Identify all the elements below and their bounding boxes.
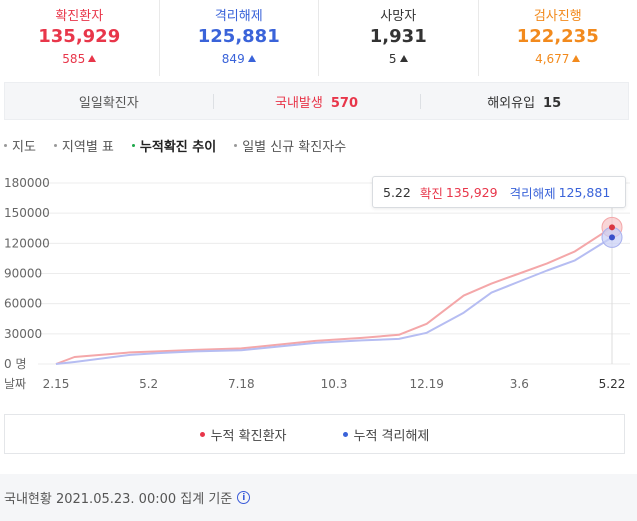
x-tick-label: 2.15 [43,377,70,391]
bullet-icon [53,143,57,147]
tab-label: 지도 [12,139,36,155]
confirmed-end-point [609,224,615,231]
confirmed-line [55,226,613,365]
tab-region-table[interactable]: 지역별 표 [53,135,114,155]
cumulative-trend-chart: 180000 150000 120000 90000 60000 30000 0 명날짜 2.… [4,176,630,391]
released-line [55,236,613,365]
legend-released[interactable]: 누적 격리해제 [342,425,430,444]
legend-dot-icon [199,431,205,437]
tab-map[interactable]: 지도 [4,135,36,155]
view-tabs: 지도 지역별 표 누적확진 추이 일별 신규 확진자수 [4,135,364,155]
stat-deaths: 사망자 1,931 5 [319,0,479,76]
stat-value: 1,931 [369,26,427,47]
stat-value: 125,881 [197,26,280,47]
bullet-icon [4,143,7,147]
chart-legend: 누적 확진환자 누적 격리해제 [4,414,625,454]
legend-dot-icon [342,431,348,437]
tooltip-confirmed-value: 135,929 [445,184,498,200]
stat-label: 격리해제 [214,9,263,24]
daily-domestic-label: 국내발생 [275,95,323,111]
daily-domestic: 국내발생 570 [212,92,421,111]
stat-value: 122,235 [516,26,599,47]
stat-testing: 검사진행 122,235 4,677 [479,0,637,76]
y-tick-label: 90000 [4,267,42,281]
x-tick-label: 10.3 [321,377,348,391]
x-tick-label: 12.19 [409,377,443,391]
tab-daily-new[interactable]: 일별 신규 확진자수 [234,135,346,155]
legend-confirmed[interactable]: 누적 확진환자 [199,425,287,444]
stats-summary: 확진환자 135,929 585 격리해제 125,881 849 사망자 1,… [0,0,637,76]
y-tick-label: 180000 [4,176,50,190]
stat-label: 검사진행 [533,9,582,24]
stat-delta: 5 [319,52,478,66]
daily-confirmed-bar: 일일확진자 국내발생 570 해외유입 15 [4,82,629,120]
x-tick-label: 5.22 [599,377,626,391]
tab-cumulative-trend[interactable]: 누적확진 추이 [131,135,217,155]
daily-domestic-value: 570 [330,95,358,111]
stat-delta-value: 4,677 [535,52,570,66]
tab-label: 지역별 표 [61,139,114,155]
y-tick-label: 60000 [4,297,42,311]
tab-label: 일별 신규 확진자수 [242,139,347,155]
stat-label: 확진환자 [55,9,104,24]
x-tick-label: 7.18 [228,377,255,391]
daily-overseas-value: 15 [543,95,562,111]
bullet-icon [131,143,135,147]
up-arrow-icon [88,55,97,62]
stat-value: 135,929 [38,26,121,47]
y-tick-label: 30000 [4,327,42,341]
legend-label: 누적 격리해제 [353,428,430,444]
stat-delta: 4,677 [479,52,637,66]
stat-delta-value: 849 [221,52,245,66]
y-tick-label: 150000 [4,206,50,220]
stat-label: 사망자 [380,9,417,24]
up-arrow-icon [572,55,581,62]
stat-delta-value: 5 [388,52,397,66]
up-arrow-icon [247,55,256,62]
tab-label: 누적확진 추이 [139,139,217,155]
x-axis-label: 날짜 [4,377,26,391]
y-tick-label: 120000 [4,236,50,250]
stat-confirmed: 확진환자 135,929 585 [0,0,160,76]
daily-total: 일일확진자 [5,92,213,111]
status-footer: 국내현황 2021.05.23. 00:00 집계 기준 i [0,474,637,521]
tooltip-released-label: 격리해제 [509,185,556,201]
tooltip-released-value: 125,881 [558,184,611,200]
bullet-icon [234,143,238,147]
released-end-point [609,234,615,241]
stat-delta-value: 585 [62,52,86,66]
daily-overseas: 해외유입 15 [420,92,628,111]
tooltip-date: 5.22 [383,184,411,200]
y-tick-label: 0 명 [4,357,27,371]
info-icon[interactable]: i [237,491,251,504]
stat-delta: 585 [0,52,159,66]
x-tick-label: 3.6 [510,377,529,391]
footer-text: 국내현황 2021.05.23. 00:00 집계 기준 [4,492,233,507]
legend-label: 누적 확진환자 [210,428,287,444]
stat-delta: 849 [160,52,319,66]
up-arrow-icon [399,55,408,62]
tooltip-confirmed-label: 확진 [419,185,443,201]
daily-overseas-label: 해외유입 [487,95,536,111]
x-tick-label: 5.2 [139,377,158,391]
daily-total-label: 일일확진자 [78,95,139,111]
chart-tooltip: 5.22 확진 135,929 격리해제 125,881 [372,176,626,208]
stat-released: 격리해제 125,881 849 [160,0,319,76]
